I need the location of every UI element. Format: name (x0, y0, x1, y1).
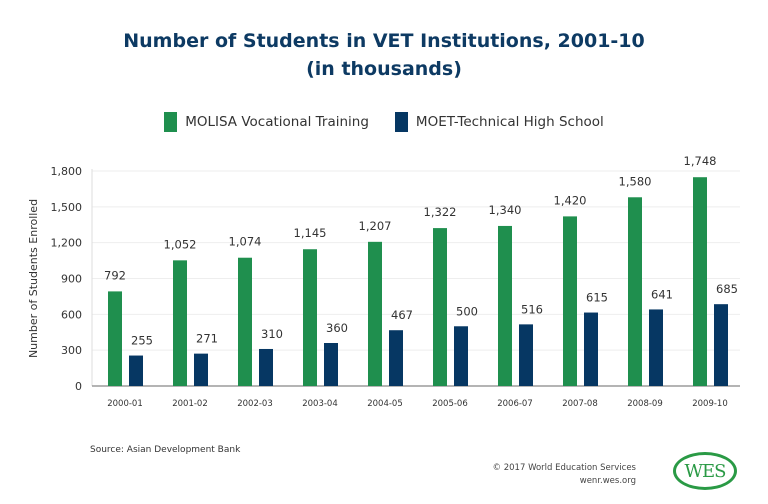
legend-label-molisa: MOLISA Vocational Training (185, 114, 369, 130)
y-tick-label: 0 (75, 380, 82, 393)
data-label-molisa: 1,052 (164, 237, 197, 251)
bar-molisa (108, 291, 122, 386)
x-tick-label: 2009-10 (692, 399, 728, 409)
bar-molisa (303, 249, 317, 386)
x-tick-label: 2007-08 (562, 399, 598, 409)
y-tick-label: 900 (61, 273, 82, 286)
data-label-moet: 685 (716, 282, 738, 296)
data-label-molisa: 1,145 (294, 226, 327, 240)
y-tick-label: 600 (61, 308, 82, 321)
bar-moet (519, 324, 533, 386)
wes-logo: WES (673, 452, 737, 490)
bar-moet (714, 304, 728, 386)
copyright: © 2017 World Education Services (492, 463, 636, 473)
data-label-moet: 467 (391, 308, 413, 322)
data-label-moet: 255 (131, 334, 153, 348)
source-note: Source: Asian Development Bank (90, 445, 241, 455)
data-label-molisa: 792 (104, 268, 126, 282)
bar-moet (259, 348, 273, 386)
data-label-moet: 500 (456, 304, 478, 318)
data-label-moet: 271 (196, 332, 218, 346)
x-tick-label: 2004-05 (367, 399, 403, 409)
bar-moet (649, 309, 663, 386)
legend-item-molisa: MOLISA Vocational Training (164, 112, 369, 132)
bar-molisa (628, 197, 642, 386)
legend: MOLISA Vocational Training MOET-Technica… (0, 112, 768, 132)
website: wenr.wes.org (579, 476, 636, 486)
legend-swatch-moet (394, 112, 408, 132)
x-tick-label: 2001-02 (172, 399, 208, 409)
x-tick-label: 2005-06 (432, 399, 468, 409)
x-tick-label: 2000-01 (107, 399, 143, 409)
bar-moet (324, 343, 338, 386)
bar-moet (194, 353, 208, 386)
data-label-moet: 615 (586, 291, 608, 305)
chart-title: Number of Students in VET Institutions, … (123, 30, 645, 52)
legend-label-moet: MOET-Technical High School (415, 114, 604, 130)
copyright-block: © 2017 World Education Services wenr.wes… (493, 462, 636, 488)
bar-molisa (563, 216, 577, 386)
bar-moet (454, 326, 468, 386)
bar-molisa (693, 177, 707, 386)
x-tick-label: 2002-03 (237, 399, 273, 409)
bar-molisa (498, 225, 512, 386)
bar-molisa (238, 257, 252, 386)
data-label-molisa: 1,074 (229, 235, 262, 249)
data-label-moet: 641 (651, 287, 673, 301)
x-tick-label: 2006-07 (497, 399, 533, 409)
bar-molisa (433, 228, 447, 386)
data-label-molisa: 1,420 (554, 193, 587, 207)
data-label-molisa: 1,748 (684, 154, 717, 168)
y-tick-label: 300 (61, 344, 82, 357)
data-label-molisa: 1,207 (359, 219, 392, 233)
chart-subtitle: (in thousands) (306, 58, 462, 80)
bar-moet (584, 312, 598, 386)
wes-logo-text: WES (684, 460, 727, 482)
data-label-moet: 310 (261, 327, 283, 341)
x-tick-label: 2003-04 (302, 399, 338, 409)
y-tick-label: 1,500 (51, 201, 83, 214)
y-tick-label: 1,200 (51, 237, 83, 250)
bar-molisa (173, 260, 187, 386)
legend-swatch-molisa (164, 112, 178, 132)
bar-molisa (368, 241, 382, 386)
data-label-molisa: 1,322 (424, 205, 457, 219)
data-label-molisa: 1,580 (619, 174, 652, 188)
bar-moet (129, 355, 143, 386)
data-label-moet: 360 (326, 321, 348, 335)
data-label-molisa: 1,340 (489, 203, 522, 217)
x-tick-label: 2008-09 (627, 399, 663, 409)
y-tick-label: 1,800 (51, 165, 83, 178)
data-label-moet: 516 (521, 302, 543, 316)
bar-moet (389, 330, 403, 386)
y-axis-label: Number of Students Enrolled (27, 199, 40, 358)
legend-item-moet: MOET-Technical High School (394, 112, 604, 132)
